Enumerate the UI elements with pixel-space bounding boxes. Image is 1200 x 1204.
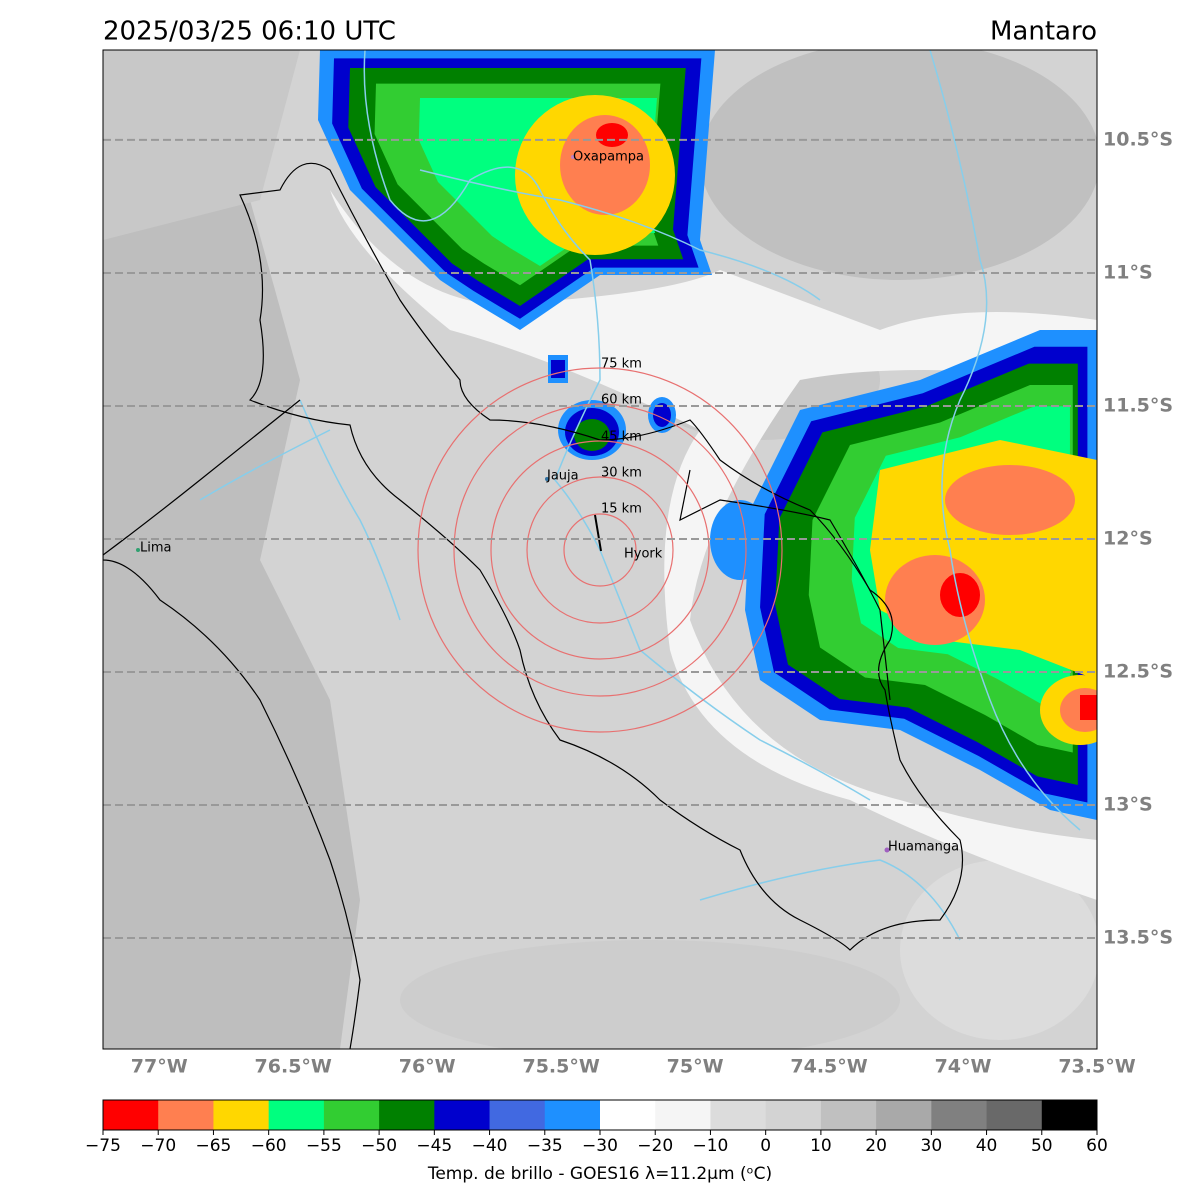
colorbar-segment [986, 1100, 1043, 1130]
y-tick-label: 13°S [1103, 794, 1153, 816]
colorbar-tick-label: −50 [361, 1136, 397, 1156]
colorbar-segment [489, 1100, 546, 1130]
colorbar-segment [158, 1100, 214, 1130]
y-tick-label: 11.5°S [1103, 394, 1173, 416]
region: Mantaro [990, 17, 1097, 47]
y-tick-label: 12.5°S [1103, 661, 1173, 683]
ring-label: 60 km [601, 393, 642, 408]
y-tick-label: 10.5°S [1103, 128, 1173, 150]
colorbar-tick-label: 0 [760, 1136, 771, 1156]
colorbar-tick-label: −35 [527, 1136, 563, 1156]
colorbar-tick-label: −70 [140, 1136, 176, 1156]
colorbar-tick-label: 60 [1086, 1136, 1108, 1156]
y-tick-label: 13.5°S [1103, 927, 1173, 949]
colorbar-segment [544, 1100, 601, 1130]
ring-label: 15 km [601, 502, 642, 517]
place-label: Hyork [624, 547, 663, 562]
x-tick-label: 74.5°W [790, 1056, 867, 1078]
ring-label: 45 km [601, 430, 642, 445]
colorbar-segment [931, 1100, 988, 1130]
ring-label: 30 km [601, 466, 642, 481]
colorbar-tick-label: −10 [692, 1136, 728, 1156]
place-label: Huamanga [888, 840, 959, 855]
colorbar-tick-label: 30 [921, 1136, 943, 1156]
colorbar-tick-label: −30 [582, 1136, 618, 1156]
x-tick-label: 74°W [935, 1056, 992, 1078]
colorbar-tick-label: −55 [306, 1136, 342, 1156]
colorbar-segment [379, 1100, 435, 1130]
colorbar-segment [765, 1100, 822, 1130]
title: 2025/03/25 06:10 UTC [103, 17, 396, 47]
place-label: Lima [140, 541, 171, 556]
colorbar-label: Temp. de brillo - GOES16 λ=11.2μm (ᵒC) [427, 1164, 772, 1184]
colorbar-tick-label: −60 [251, 1136, 287, 1156]
colorbar-segment [103, 1100, 159, 1130]
colorbar-tick-label: −65 [195, 1136, 231, 1156]
y-tick-label: 12°S [1103, 527, 1153, 549]
y-tick-label: 11°S [1103, 261, 1153, 283]
place-label: Oxapampa [573, 150, 644, 165]
colorbar-segment [655, 1100, 711, 1130]
colorbar-tick-label: 10 [810, 1136, 832, 1156]
colorbar-segment [600, 1100, 656, 1130]
x-tick-label: 76°W [399, 1056, 456, 1078]
colorbar-segment [1041, 1100, 1098, 1130]
colorbar-segment [213, 1100, 270, 1130]
x-tick-label: 76.5°W [255, 1056, 332, 1078]
map-frame [102, 49, 1098, 1050]
colorbar-segment [710, 1100, 767, 1130]
colorbar-tick-label: −20 [637, 1136, 673, 1156]
range-rings [417, 367, 783, 733]
colorbar-tick-label: −75 [85, 1136, 121, 1156]
colorbar-tick-label: 20 [865, 1136, 887, 1156]
ring-label: 75 km [601, 357, 642, 372]
colorbar-tick-label: 40 [976, 1136, 998, 1156]
colorbar-segment [268, 1100, 325, 1130]
x-tick-label: 75°W [667, 1056, 724, 1078]
grid [103, 138, 1097, 940]
x-tick-label: 75.5°W [522, 1056, 599, 1078]
colorbar-segment [434, 1100, 491, 1130]
place-label: Jauja [546, 469, 579, 484]
colorbar-tick-label: 50 [1031, 1136, 1053, 1156]
x-tick-label: 73.5°W [1058, 1056, 1135, 1078]
colorbar-tick-label: −40 [472, 1136, 508, 1156]
colorbar-segment [323, 1100, 380, 1130]
colorbar-segment [820, 1100, 877, 1130]
colorbar-tick-label: −45 [416, 1136, 452, 1156]
colorbar-segment [876, 1100, 932, 1130]
x-tick-label: 77°W [131, 1056, 188, 1078]
satellite-image: Oxapampa Jauja Lima Hyork Huamanga 15 km… [103, 50, 1097, 1049]
